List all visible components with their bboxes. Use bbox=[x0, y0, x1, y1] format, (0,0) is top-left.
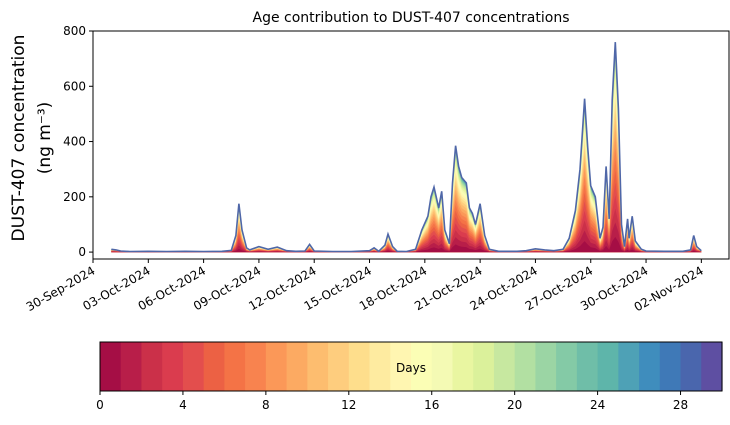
colorbar-swatch bbox=[390, 342, 412, 391]
colorbar-swatch bbox=[100, 342, 122, 391]
colorbar-swatch bbox=[535, 342, 557, 391]
colorbar: 0 4 8 12 16 20 24 28 bbox=[96, 341, 723, 412]
colorbar-swatch bbox=[514, 342, 536, 391]
y-tick-label: 200 bbox=[63, 190, 86, 204]
colorbar-swatch bbox=[120, 342, 143, 391]
colorbar-swatch bbox=[265, 342, 288, 391]
y-tick-label: 800 bbox=[63, 24, 86, 38]
colorbar-swatch bbox=[307, 342, 329, 391]
age-band-2 bbox=[111, 208, 702, 253]
colorbar-swatch bbox=[286, 342, 308, 391]
plot-frame bbox=[92, 30, 730, 260]
colorbar-swatch bbox=[473, 342, 495, 391]
colorbar-swatch bbox=[597, 342, 619, 391]
x-axis: 30-Sep-202403-Oct-202406-Oct-202409-Oct-… bbox=[24, 259, 706, 314]
colorbar-swatch bbox=[556, 342, 578, 391]
colorbar-swatch bbox=[701, 342, 723, 391]
colorbar-swatch bbox=[182, 342, 205, 391]
y-axis-label-unit: (ng m⁻³) bbox=[35, 102, 55, 175]
colorbar-swatch bbox=[369, 342, 391, 391]
colorbar-swatch bbox=[328, 342, 350, 391]
colorbar-swatch bbox=[618, 342, 640, 391]
colorbar-swatch bbox=[141, 342, 163, 391]
colorbar-swatch bbox=[493, 342, 516, 391]
colorbar-swatch bbox=[452, 342, 474, 391]
colorbar-swatch bbox=[576, 342, 599, 391]
colorbar-swatch bbox=[224, 342, 246, 391]
colorbar-frame bbox=[99, 341, 723, 392]
colorbar-swatch bbox=[411, 342, 433, 391]
y-axis-label: DUST-407 concentration bbox=[9, 35, 29, 242]
age-band-0 bbox=[111, 237, 702, 253]
plot-area bbox=[111, 42, 702, 253]
colorbar-tick-label: 12 bbox=[341, 398, 356, 412]
colorbar-swatch bbox=[245, 342, 267, 391]
colorbar-tick-label: 20 bbox=[507, 398, 522, 412]
colorbar-swatch bbox=[680, 342, 702, 391]
colorbar-swatch bbox=[162, 342, 184, 391]
y-axis: 0 200 400 600 800 bbox=[63, 24, 93, 259]
colorbar-tick-label: 28 bbox=[673, 398, 688, 412]
colorbar-swatch bbox=[431, 342, 454, 391]
chart-title: Age contribution to DUST-407 concentrati… bbox=[253, 10, 570, 26]
y-tick-label: 400 bbox=[63, 135, 86, 149]
colorbar-tick-label: 0 bbox=[96, 398, 104, 412]
y-tick-label: 600 bbox=[63, 79, 86, 93]
colorbar-tick-label: 24 bbox=[590, 398, 605, 412]
colorbar-tick-label: 16 bbox=[424, 398, 439, 412]
y-tick-label: 0 bbox=[78, 245, 86, 259]
colorbar-swatch bbox=[659, 342, 682, 391]
colorbar-tick-label: 4 bbox=[179, 398, 187, 412]
colorbar-swatch bbox=[639, 342, 661, 391]
colorbar-swatch bbox=[348, 342, 371, 391]
age-band-3 bbox=[111, 195, 702, 253]
colorbar-swatch bbox=[203, 342, 225, 391]
colorbar-label: Days bbox=[396, 361, 426, 375]
total-line bbox=[111, 42, 702, 253]
age-band-1 bbox=[111, 222, 702, 253]
colorbar-tick-label: 8 bbox=[262, 398, 270, 412]
